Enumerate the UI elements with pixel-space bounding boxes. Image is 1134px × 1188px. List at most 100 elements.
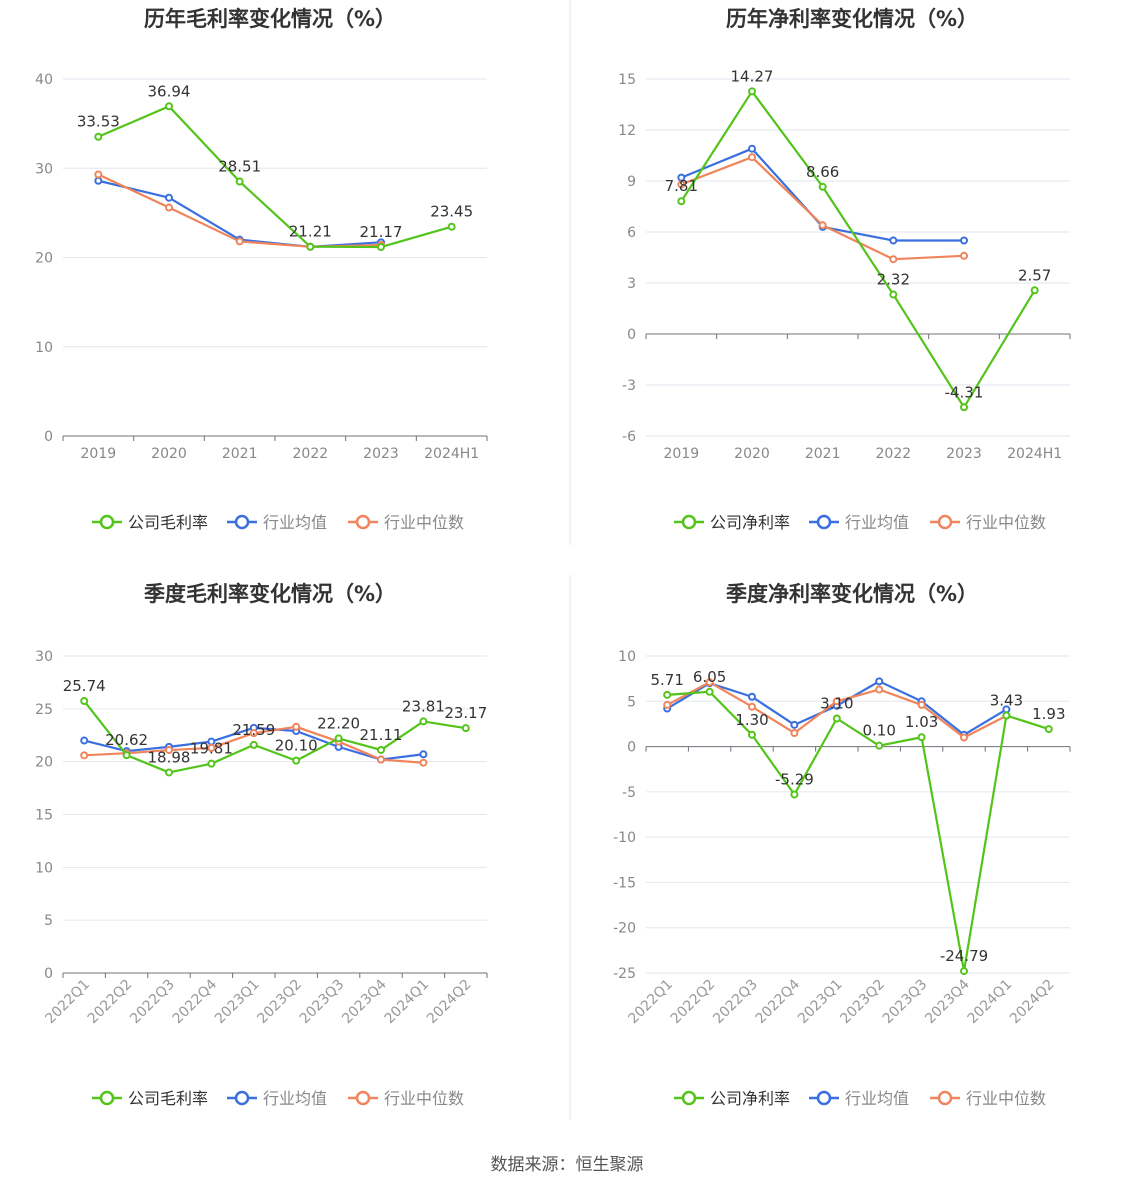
chart-title: 季度净利率变化情况（%） bbox=[726, 582, 978, 606]
data-label: 25.74 bbox=[63, 677, 106, 695]
data-point-median bbox=[165, 203, 173, 212]
y-tick-label: 20 bbox=[35, 755, 53, 771]
x-tick-label: 2020 bbox=[734, 446, 770, 462]
data-label: 2.32 bbox=[877, 271, 910, 289]
data-point-company bbox=[165, 768, 173, 777]
data-point-company bbox=[1044, 725, 1053, 734]
legend-label-company: 公司净利率 bbox=[710, 1089, 790, 1108]
data-label: 22.20 bbox=[317, 714, 360, 732]
data-source-note: 数据来源：恒生聚源 bbox=[490, 1155, 644, 1175]
x-tick-label: 2023Q3 bbox=[297, 977, 348, 1028]
data-point-median bbox=[889, 255, 898, 264]
x-tick-label: 2023Q2 bbox=[837, 977, 888, 1028]
data-label: 1.93 bbox=[1032, 705, 1065, 723]
data-point-company bbox=[306, 242, 315, 251]
data-label: 23.81 bbox=[402, 697, 445, 715]
chart-quarterly-net-margin: 季度净利率变化情况（%）-25-20-15-10-505102022Q12022… bbox=[613, 582, 1071, 1108]
legend-marker-median bbox=[355, 514, 371, 530]
data-label: 23.17 bbox=[444, 704, 487, 722]
chart-title: 季度毛利率变化情况（%） bbox=[144, 582, 396, 606]
y-tick-label: 10 bbox=[35, 340, 53, 356]
x-tick-label: 2022Q1 bbox=[42, 977, 93, 1028]
chart-annual-net-margin: 历年净利率变化情况（%） -6 -3 0 3 6 9 12 15 2019 2020 2021 2022… bbox=[618, 7, 1071, 532]
legend-label-avg: 行业均值 bbox=[845, 1089, 909, 1108]
y-tick-label: 0 bbox=[627, 740, 636, 756]
data-label: 23.45 bbox=[430, 203, 473, 221]
data-point-avg bbox=[748, 144, 756, 153]
data-point-median bbox=[677, 180, 686, 189]
data-point-median bbox=[960, 251, 968, 260]
data-point-company bbox=[94, 132, 103, 141]
y-tick-label: 10 bbox=[618, 649, 636, 665]
series-line-company bbox=[680, 90, 1036, 409]
data-point-company bbox=[80, 697, 89, 706]
x-tick-label: 2021 bbox=[222, 446, 258, 462]
legend-label-company: 公司净利率 bbox=[710, 513, 790, 532]
data-point-company bbox=[705, 687, 714, 696]
legend-marker-median bbox=[937, 514, 953, 530]
legend-label-company: 公司毛利率 bbox=[128, 1089, 208, 1108]
data-point-company bbox=[334, 734, 343, 743]
data-point-company bbox=[960, 967, 968, 976]
data-point-avg bbox=[889, 236, 898, 245]
x-tick-label: 2022Q3 bbox=[127, 977, 178, 1028]
x-tick-label: 2019 bbox=[664, 446, 700, 462]
y-tick-label: -25 bbox=[613, 966, 636, 982]
legend-marker-avg bbox=[816, 1090, 832, 1106]
data-point-avg bbox=[80, 736, 89, 745]
x-tick-label: 2019 bbox=[81, 446, 117, 462]
x-tick-label: 2023Q4 bbox=[339, 976, 390, 1027]
data-point-company bbox=[461, 724, 470, 733]
data-point-median bbox=[917, 700, 926, 709]
data-point-company bbox=[207, 759, 216, 768]
data-point-company bbox=[377, 745, 385, 754]
chart-title: 历年毛利率变化情况（%） bbox=[144, 7, 396, 31]
data-point-company bbox=[1030, 286, 1039, 295]
data-label: -4.31 bbox=[945, 383, 984, 401]
data-label: 8.66 bbox=[806, 163, 839, 181]
legend-marker-company bbox=[681, 1090, 697, 1106]
data-point-avg bbox=[875, 677, 884, 686]
data-point-company bbox=[377, 243, 385, 252]
y-tick-label: -5 bbox=[622, 785, 636, 801]
legend-marker-avg bbox=[816, 514, 832, 530]
x-tick-label: 2023Q2 bbox=[254, 977, 305, 1028]
data-point-avg bbox=[748, 692, 756, 701]
data-point-avg bbox=[419, 750, 428, 759]
data-label: 0.10 bbox=[862, 722, 895, 740]
x-tick-label: 2023Q1 bbox=[212, 977, 263, 1028]
data-point-company bbox=[889, 290, 898, 299]
x-tick-label: 2021 bbox=[805, 446, 841, 462]
legend-label-median: 行业中位数 bbox=[384, 513, 464, 532]
legend-label-avg: 行业均值 bbox=[263, 1089, 327, 1108]
data-point-company bbox=[447, 222, 456, 231]
data-point-median bbox=[818, 221, 827, 230]
x-tick-label: 2024Q1 bbox=[965, 977, 1016, 1028]
legend-marker-company bbox=[681, 514, 697, 530]
y-tick-label: 40 bbox=[35, 72, 53, 88]
data-point-company bbox=[818, 182, 827, 191]
y-tick-label: 6 bbox=[627, 225, 636, 241]
x-tick-label: 2024H1 bbox=[424, 446, 479, 462]
data-point-avg bbox=[790, 720, 799, 729]
data-label: 20.62 bbox=[105, 731, 148, 749]
y-tick-label: 5 bbox=[627, 694, 636, 710]
data-point-median bbox=[249, 729, 258, 738]
data-point-company bbox=[875, 741, 884, 750]
data-point-median bbox=[80, 751, 89, 760]
data-point-company bbox=[917, 733, 926, 742]
legend-label-median: 行业中位数 bbox=[966, 1089, 1046, 1108]
x-tick-label: 2024Q1 bbox=[382, 977, 433, 1028]
legend-marker-avg bbox=[234, 514, 250, 530]
data-label: 21.59 bbox=[232, 721, 275, 739]
data-point-company bbox=[748, 730, 756, 739]
data-point-avg bbox=[94, 176, 103, 185]
data-label: 5.71 bbox=[650, 671, 683, 689]
data-point-company bbox=[249, 740, 258, 749]
data-point-median bbox=[748, 702, 756, 711]
data-label: -5.29 bbox=[775, 770, 814, 788]
legend-label-company: 公司毛利率 bbox=[128, 513, 208, 532]
y-tick-label: 15 bbox=[35, 808, 53, 824]
data-point-median bbox=[748, 153, 756, 162]
